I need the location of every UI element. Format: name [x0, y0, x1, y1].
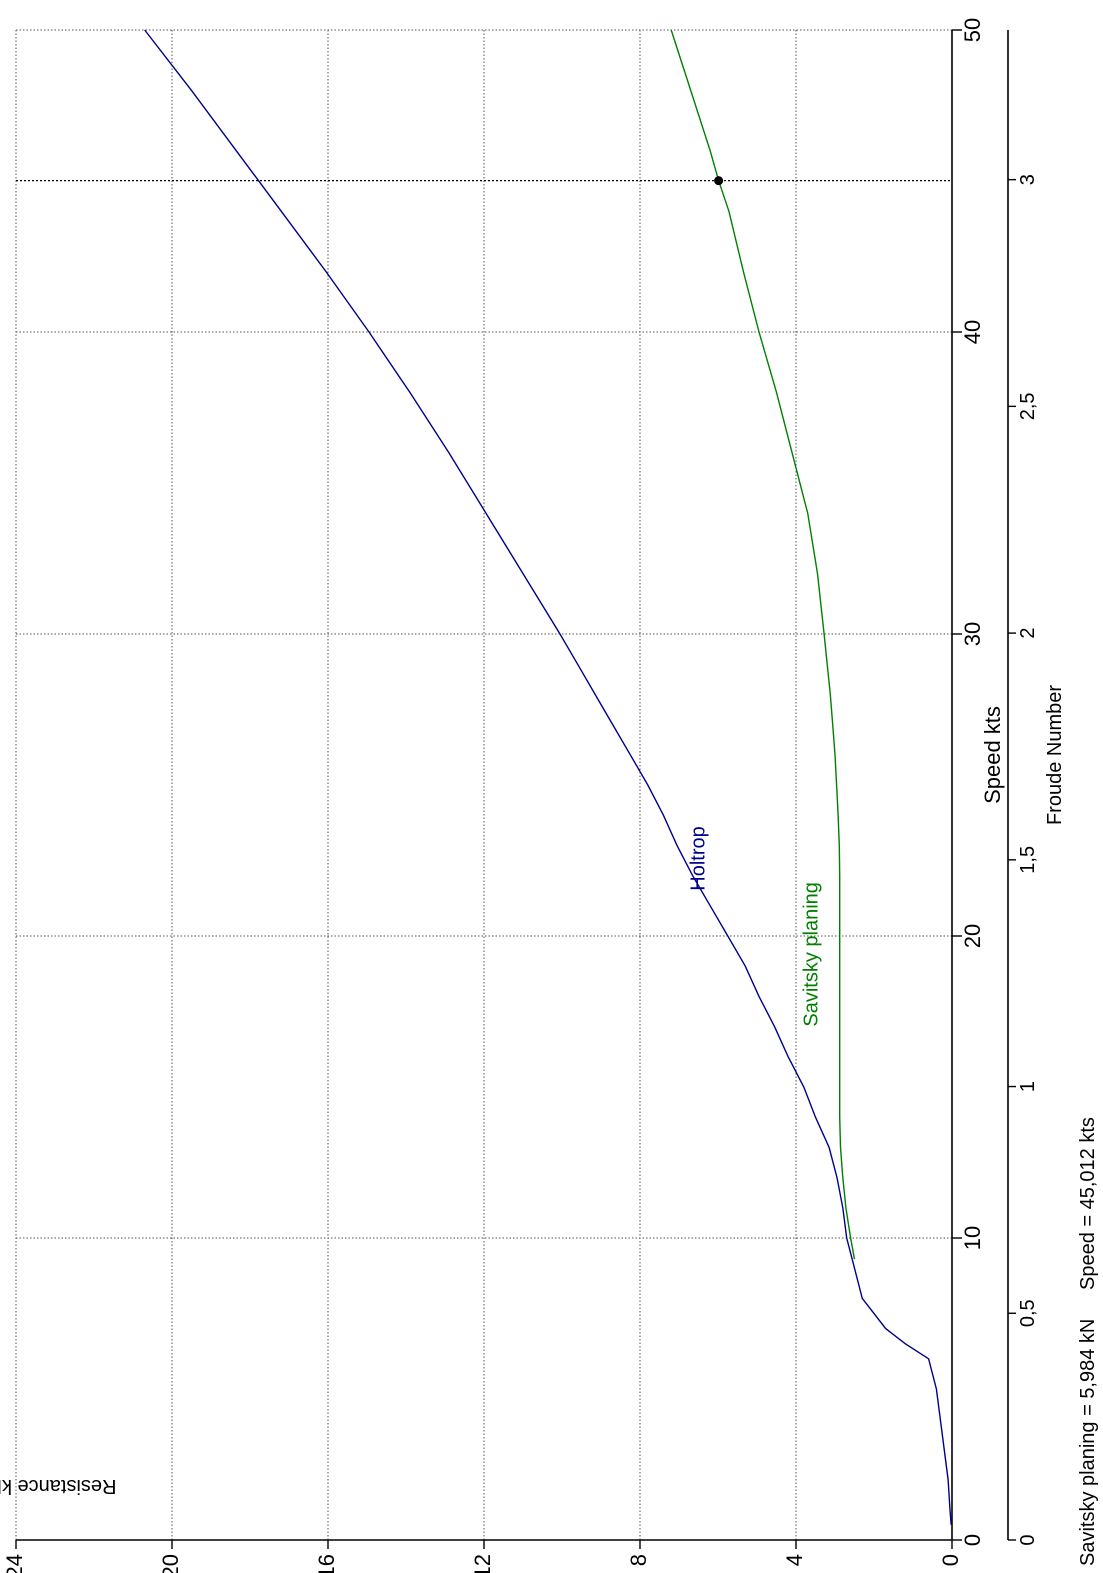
froude-tick-label: 0: [1017, 1534, 1039, 1545]
froude-tick-label: 0,5: [1017, 1299, 1039, 1327]
axes-layer: 0 10 20 30 40 50 0 4 8 12 16 20 24 0 0,5 1 1,5 2 2,5 3: [2, 18, 1039, 1573]
series-line-savitsky-planing[interactable]: [670, 29, 856, 1260]
froude-tick-label: 1,5: [1017, 846, 1039, 874]
speed-tick-label: 0: [960, 1534, 985, 1546]
resistance-tick-label: 16: [314, 1554, 339, 1573]
series-label-savitsky-planing: Savitsky planing: [800, 882, 822, 1027]
cursor-layer[interactable]: [16, 176, 952, 186]
resistance-tick-label: 12: [470, 1554, 495, 1573]
series-line-holtrop[interactable]: [144, 29, 952, 1525]
speed-tick-label: 50: [960, 18, 985, 42]
froude-tick-label: 3: [1017, 174, 1039, 185]
x-axis-label: Speed kts: [980, 706, 1005, 804]
resistance-tick-label: 24: [2, 1554, 27, 1573]
grid-layer: [15, 29, 952, 1540]
resistance-readout: Savitsky planing = 5,984 kN: [1077, 1319, 1099, 1566]
y-axis-label: Resistance kN: [0, 1475, 116, 1497]
resistance-tick-label: 20: [158, 1554, 183, 1573]
resistance-tick-label: 0: [938, 1554, 963, 1566]
cursor-marker[interactable]: [714, 176, 724, 186]
resistance-tick-label: 4: [782, 1554, 807, 1566]
speed-tick-label: 10: [960, 1226, 985, 1250]
speed-tick-label: 30: [960, 622, 985, 646]
froude-tick-label: 2: [1017, 628, 1039, 639]
speed-readout: Speed = 45,012 kts: [1077, 1117, 1099, 1290]
series-layer: Holtrop Savitsky planing: [144, 29, 952, 1525]
froude-axis-label: Froude Number: [1044, 685, 1066, 825]
speed-tick-label: 20: [960, 924, 985, 948]
speed-tick-label: 40: [960, 320, 985, 344]
froude-tick-label: 1: [1017, 1081, 1039, 1092]
series-label-holtrop: Holtrop: [687, 826, 709, 890]
froude-tick-label: 2,5: [1017, 392, 1039, 420]
resistance-tick-label: 8: [626, 1554, 651, 1566]
